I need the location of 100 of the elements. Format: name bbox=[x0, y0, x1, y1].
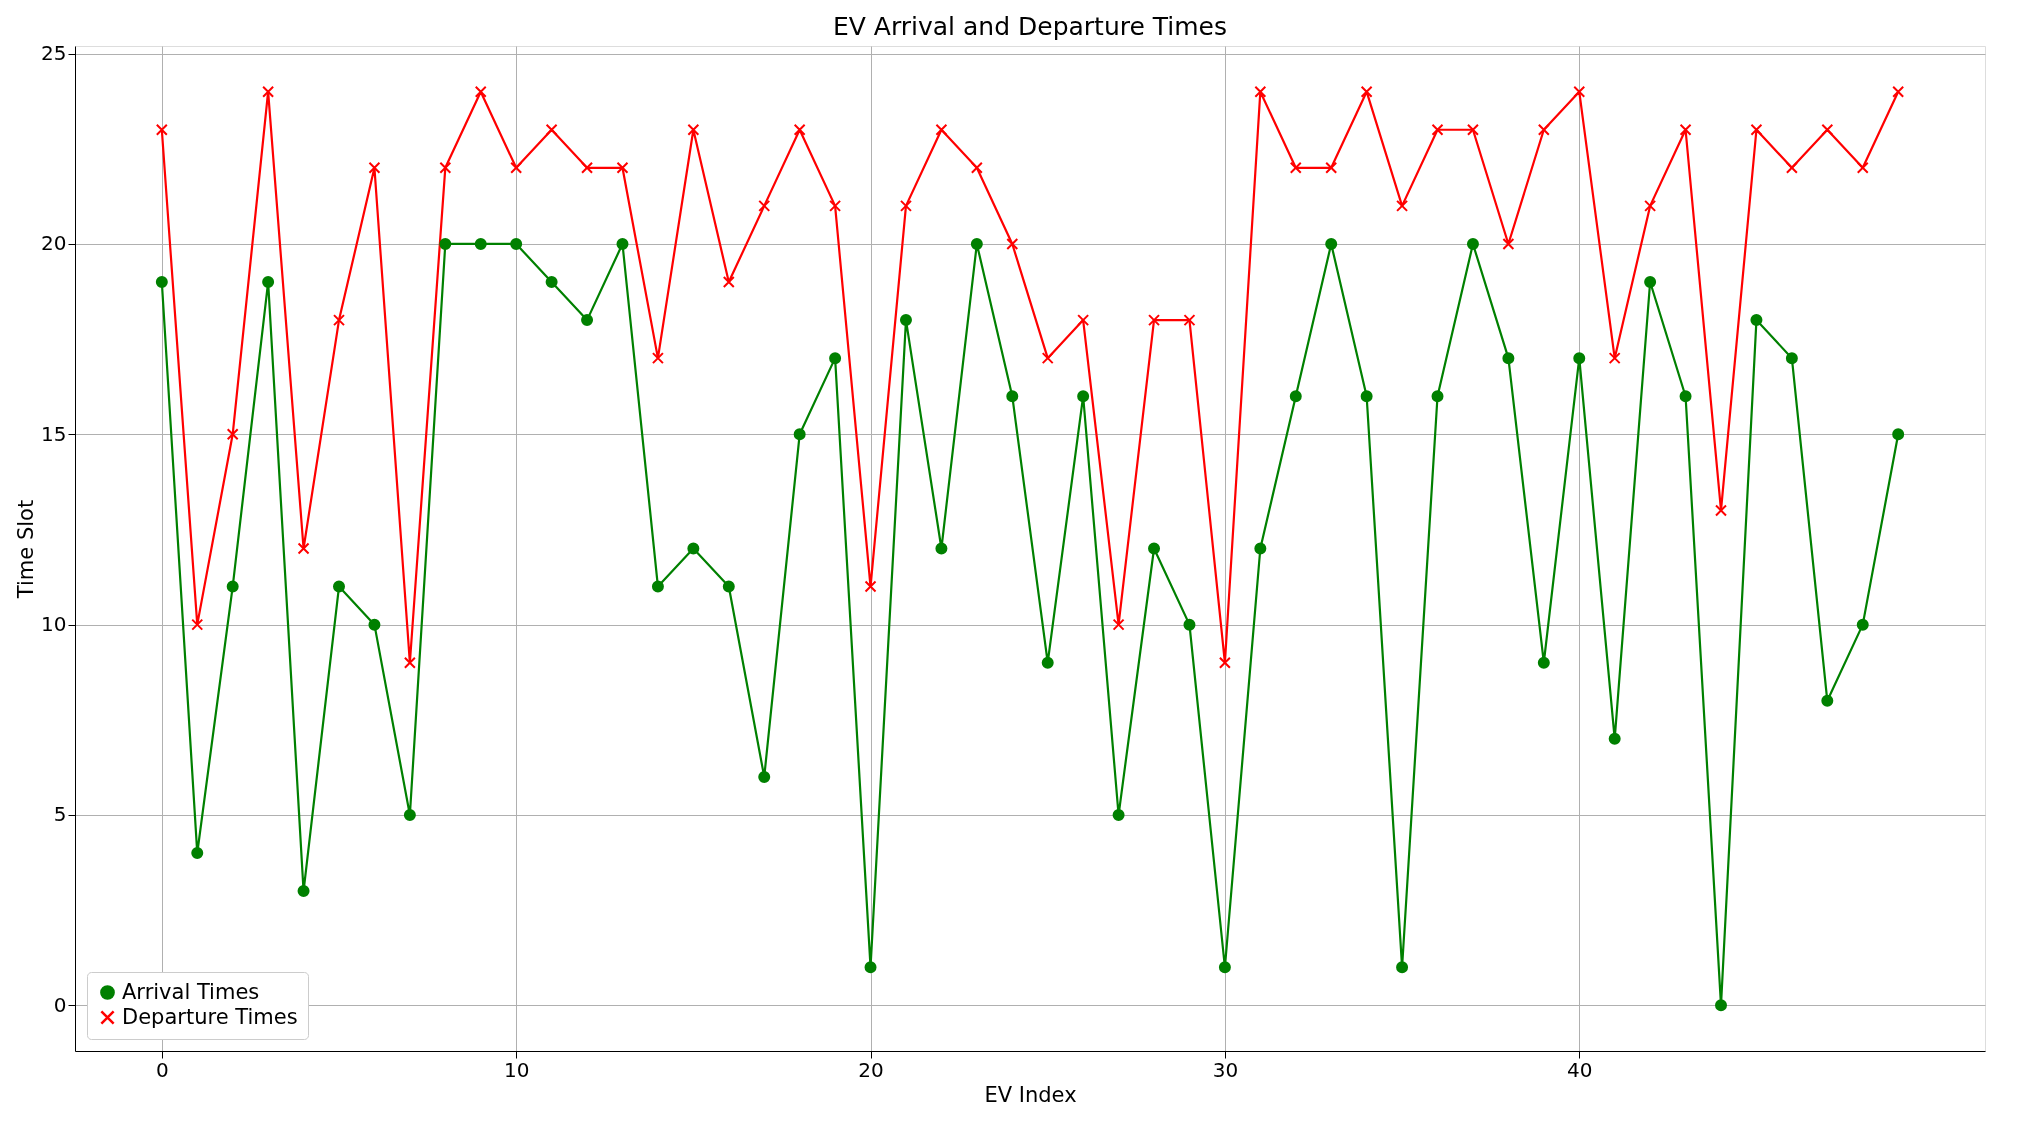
point bbox=[368, 618, 381, 631]
x-tick-label: 0 bbox=[155, 1057, 169, 1082]
point bbox=[1077, 314, 1090, 327]
point bbox=[581, 314, 594, 327]
point bbox=[439, 237, 452, 250]
point bbox=[1821, 123, 1834, 136]
point bbox=[439, 161, 452, 174]
point bbox=[687, 123, 700, 136]
x-tick-label: 40 bbox=[1567, 1057, 1593, 1082]
point bbox=[970, 237, 983, 250]
point bbox=[1148, 314, 1161, 327]
point bbox=[616, 161, 629, 174]
point bbox=[1325, 237, 1338, 250]
point bbox=[510, 237, 523, 250]
point bbox=[1431, 390, 1444, 403]
point bbox=[1360, 85, 1373, 98]
point bbox=[1785, 161, 1798, 174]
point bbox=[155, 276, 168, 289]
point bbox=[474, 237, 487, 250]
point bbox=[1041, 352, 1054, 365]
point bbox=[1325, 161, 1338, 174]
point bbox=[829, 199, 842, 212]
point bbox=[829, 352, 842, 365]
point bbox=[687, 542, 700, 555]
point bbox=[1892, 428, 1905, 441]
point bbox=[191, 847, 204, 860]
point bbox=[935, 542, 948, 555]
point bbox=[403, 656, 416, 669]
y-axis-title: Time Slot bbox=[14, 499, 39, 600]
point bbox=[864, 580, 877, 593]
point bbox=[1679, 390, 1692, 403]
point bbox=[262, 85, 275, 98]
point bbox=[1466, 123, 1479, 136]
point bbox=[1360, 390, 1373, 403]
y-tick-label: 20 bbox=[41, 231, 67, 256]
point bbox=[1644, 199, 1657, 212]
point bbox=[297, 885, 310, 898]
point bbox=[1112, 808, 1125, 821]
point bbox=[1006, 237, 1019, 250]
point bbox=[651, 352, 664, 365]
point bbox=[1006, 390, 1019, 403]
legend-label: Arrival Times bbox=[122, 979, 260, 1004]
point bbox=[1041, 656, 1054, 669]
point bbox=[970, 161, 983, 174]
point bbox=[1254, 542, 1267, 555]
point bbox=[545, 123, 558, 136]
point bbox=[1856, 161, 1869, 174]
point bbox=[1608, 732, 1621, 745]
point bbox=[793, 428, 806, 441]
point bbox=[651, 580, 664, 593]
point bbox=[545, 276, 558, 289]
point bbox=[403, 808, 416, 821]
point bbox=[1750, 123, 1763, 136]
point bbox=[226, 580, 239, 593]
point bbox=[1218, 656, 1231, 669]
point bbox=[368, 161, 381, 174]
point bbox=[899, 314, 912, 327]
point bbox=[722, 580, 735, 593]
point bbox=[1183, 618, 1196, 631]
point bbox=[297, 542, 310, 555]
point bbox=[1502, 352, 1515, 365]
point bbox=[1750, 314, 1763, 327]
point bbox=[191, 618, 204, 631]
point bbox=[1892, 85, 1905, 98]
point bbox=[1289, 390, 1302, 403]
point bbox=[1148, 542, 1161, 555]
x-axis-title: EV Index bbox=[984, 1082, 1077, 1107]
point bbox=[510, 161, 523, 174]
point bbox=[1537, 656, 1550, 669]
point bbox=[333, 580, 345, 593]
point bbox=[581, 161, 594, 174]
chart-title: EV Arrival and Departure Times bbox=[832, 11, 1228, 41]
point bbox=[1644, 276, 1657, 289]
point bbox=[1785, 352, 1798, 365]
point bbox=[1715, 999, 1727, 1012]
point bbox=[1077, 390, 1090, 403]
point bbox=[864, 961, 877, 974]
point bbox=[793, 123, 806, 136]
point bbox=[1821, 694, 1834, 707]
point bbox=[1502, 237, 1515, 250]
point bbox=[474, 85, 487, 98]
point bbox=[1608, 352, 1621, 365]
legend-label: Departure Times bbox=[122, 1004, 298, 1029]
point bbox=[1396, 961, 1409, 974]
point bbox=[722, 276, 735, 289]
y-tick-label: 5 bbox=[53, 802, 67, 827]
point bbox=[262, 276, 275, 289]
point bbox=[899, 199, 912, 212]
y-tick-label: 15 bbox=[41, 421, 67, 446]
point bbox=[1715, 504, 1727, 517]
point bbox=[226, 428, 239, 441]
point bbox=[1856, 618, 1869, 631]
x-tick-label: 10 bbox=[503, 1057, 530, 1082]
point bbox=[616, 237, 629, 250]
y-tick-label: 0 bbox=[53, 992, 67, 1017]
x-tick-label: 20 bbox=[858, 1057, 884, 1082]
point bbox=[1218, 961, 1231, 974]
point bbox=[1254, 85, 1267, 98]
point bbox=[758, 199, 771, 212]
y-tick-label: 10 bbox=[41, 612, 67, 637]
